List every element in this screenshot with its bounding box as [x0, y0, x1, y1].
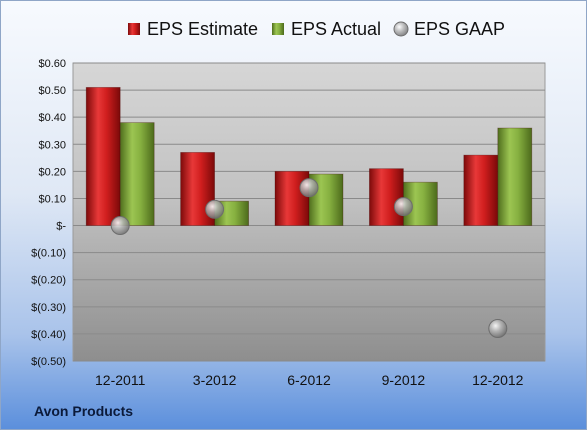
y-tick-label: $(0.40)	[31, 329, 66, 341]
y-tick-label: $0.40	[38, 112, 66, 124]
bar-eps-estimate	[180, 151, 216, 226]
x-axis-ticks: 12-2011 3-2012 6-2012 9-2012 12-2012	[95, 372, 524, 388]
legend-swatch	[393, 21, 409, 37]
point-eps-gaap	[110, 216, 130, 236]
y-tick-label: $0.50	[38, 85, 66, 97]
bar-eps-estimate	[463, 154, 499, 226]
x-tick-label: 12-2011	[95, 372, 146, 388]
bar-eps-estimate	[274, 170, 310, 226]
bar-eps-estimate	[85, 86, 121, 226]
y-tick-label: $0.20	[38, 166, 66, 178]
x-tick-label: 3-2012	[193, 372, 237, 388]
y-tick-label: $(0.30)	[31, 302, 66, 314]
x-tick-label: 6-2012	[287, 372, 331, 388]
point-eps-gaap	[393, 197, 413, 217]
company-name: Avon Products	[34, 403, 134, 419]
y-tick-label: $0.60	[38, 58, 66, 70]
bars	[85, 86, 533, 226]
legend-label: EPS Estimate	[147, 19, 258, 39]
y-tick-label: $(0.20)	[31, 275, 66, 287]
legend: EPS Estimate EPS Actual EPS GAAP	[128, 19, 505, 39]
bar-eps-actual	[497, 127, 533, 226]
y-tick-label: $0.10	[38, 193, 66, 205]
points	[110, 178, 508, 338]
y-tick-label: $-	[56, 221, 66, 233]
y-tick-label: $(0.50)	[31, 356, 66, 368]
legend-swatch	[272, 23, 284, 35]
point-eps-gaap	[205, 199, 225, 219]
legend-label: EPS GAAP	[414, 19, 505, 39]
x-tick-label: 12-2012	[472, 372, 524, 388]
y-tick-label: $(0.10)	[31, 248, 66, 260]
y-axis-ticks: $0.60 $0.50 $0.40 $0.30 $0.20 $0.10 $- $(0.10) $…	[31, 58, 66, 368]
legend-swatch	[128, 23, 140, 35]
x-tick-label: 9-2012	[382, 372, 426, 388]
legend-label: EPS Actual	[291, 19, 381, 39]
y-tick-label: $0.30	[38, 139, 66, 151]
bar-eps-estimate	[368, 168, 404, 226]
bar-eps-actual	[119, 122, 155, 226]
point-eps-gaap	[299, 178, 319, 198]
point-eps-gaap	[488, 318, 508, 338]
